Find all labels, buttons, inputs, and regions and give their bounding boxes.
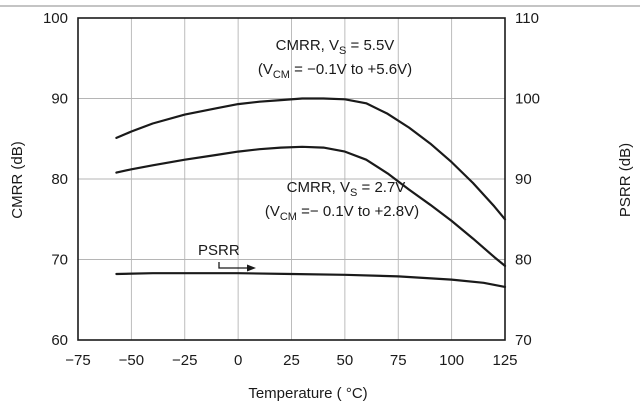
y-axis-title: CMRR (dB): [9, 141, 26, 219]
annotation-cmrr-5v5-line1: CMRR, VS = 5.5V: [276, 37, 395, 57]
y-tick-labels: 60 70 80 90 100: [43, 10, 68, 349]
x-tick-label: 25: [283, 352, 300, 369]
y2-tick-labels: 70 80 90 100 110: [515, 10, 540, 349]
plot-frame: [77, 17, 506, 341]
x-tick-label: −50: [119, 352, 144, 369]
y-tick-label: 90: [51, 91, 68, 108]
y-tick-label: 100: [43, 10, 68, 27]
x-tick-label: 50: [337, 352, 354, 369]
y-tick-label: 70: [51, 252, 68, 269]
grid: [78, 18, 505, 340]
x-tick-label: 100: [439, 352, 464, 369]
psrr-arrow-icon: [218, 262, 250, 269]
series-psrr-line: [115, 272, 507, 288]
x-tick-label: −75: [65, 352, 90, 369]
annotation-cmrr-5v5-line2: (VCM = −0.1V to +5.6V): [258, 61, 412, 81]
x-tick-label: 75: [390, 352, 407, 369]
x-tick-label: 125: [492, 352, 517, 369]
annotation-cmrr-2v7-line2: (VCM =− 0.1V to +2.8V): [265, 203, 419, 223]
annotation-cmrr-2v7-line1: CMRR, VS = 2.7V: [287, 179, 406, 199]
y-tick-label: 60: [51, 332, 68, 349]
psrr-arrowhead-icon: [247, 264, 256, 272]
series-cmrr-2v7-line: [115, 145, 507, 267]
y2-tick-label: 110: [515, 10, 539, 27]
series-lines: [115, 97, 507, 288]
annotation-psrr: PSRR: [198, 242, 240, 259]
y2-tick-label: 80: [515, 252, 532, 269]
y2-tick-label: 100: [515, 91, 540, 108]
y-tick-label: 80: [51, 171, 68, 188]
series-cmrr-5v5-line: [115, 97, 507, 221]
x-axis-title: Temperature ( °C): [248, 385, 367, 402]
y2-axis-title: PSRR (dB): [617, 143, 634, 217]
x-tick-label: 0: [234, 352, 242, 369]
y2-tick-label: 70: [515, 332, 532, 349]
y2-tick-label: 90: [515, 171, 532, 188]
x-tick-labels: −75 −50 −25 0 25 50 75 100 125: [65, 352, 517, 369]
x-tick-label: −25: [172, 352, 197, 369]
